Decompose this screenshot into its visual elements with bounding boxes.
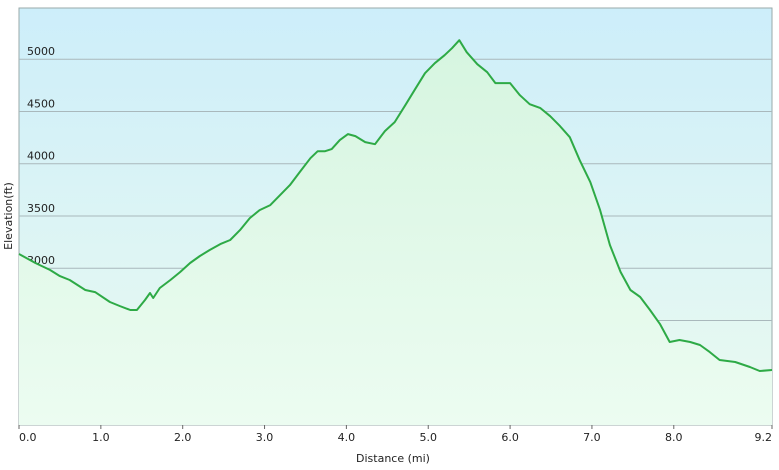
x-tick-label: 3.0 [256,431,274,444]
y-tick-label: 4500 [27,97,55,110]
x-tick-label: 0.0 [19,431,37,444]
x-tick-label: 5.0 [419,431,437,444]
y-tick-label: 3500 [27,202,55,215]
x-tick-label: 1.0 [92,431,110,444]
x-tick-label: 2.0 [174,431,192,444]
area-fill [19,40,772,425]
x-tick-label: 8.0 [665,431,683,444]
y-tick-label: 4000 [27,150,55,163]
x-tick-label: 9.2 [755,431,773,444]
x-tick-label: 6.0 [501,431,519,444]
x-axis-title: Distance (mi) [356,452,430,465]
x-tick-label: 4.0 [338,431,356,444]
y-tick-label: 5000 [27,45,55,58]
y-axis-title: Elevation(ft) [2,182,15,250]
elevation-line [18,39,773,372]
x-tick-label: 7.0 [583,431,601,444]
